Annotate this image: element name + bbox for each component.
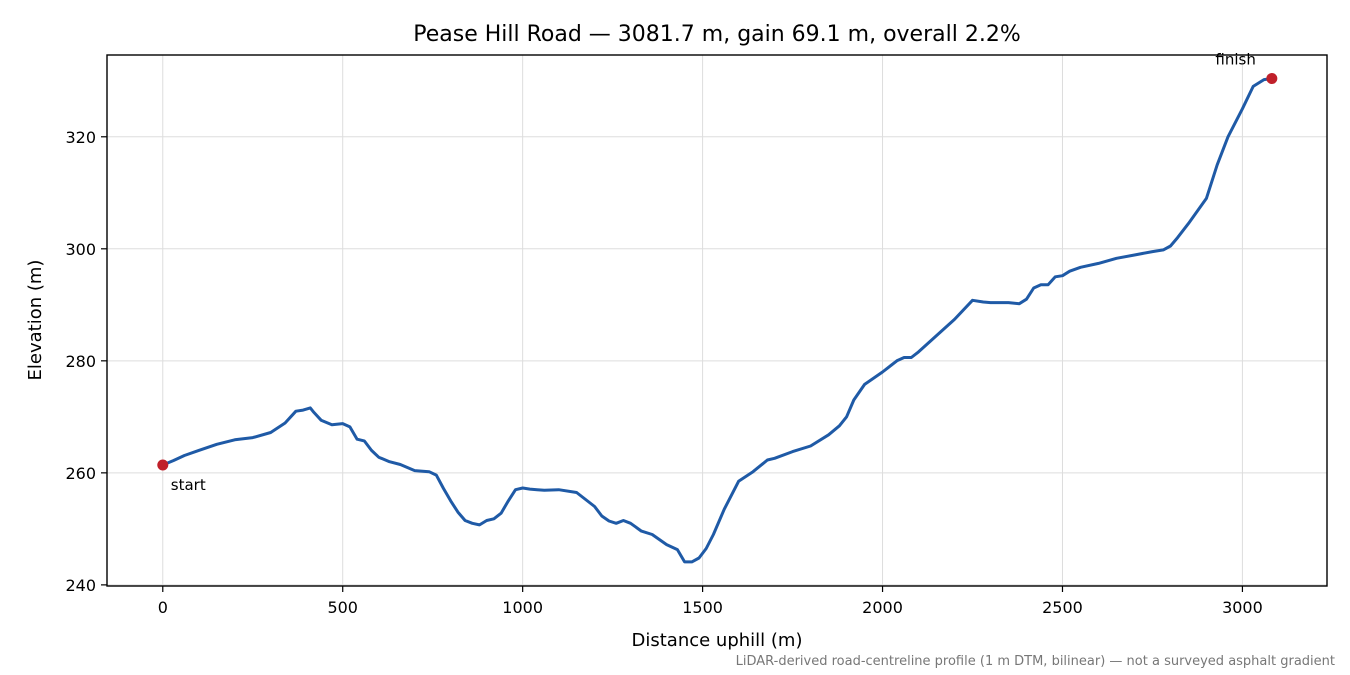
finish-label: finish xyxy=(1215,51,1255,69)
x-tick-label: 2500 xyxy=(1042,598,1083,617)
chart-title: Pease Hill Road — 3081.7 m, gain 69.1 m,… xyxy=(413,22,1020,47)
finish-marker xyxy=(1266,73,1278,85)
x-tick-label: 500 xyxy=(327,598,358,617)
y-tick-label: 320 xyxy=(65,128,96,147)
y-tick-label: 240 xyxy=(65,576,96,595)
footnote: LiDAR-derived road-centreline profile (1… xyxy=(736,654,1335,669)
y-tick-label: 300 xyxy=(65,240,96,259)
endpoint-markers: start finish xyxy=(157,51,1278,494)
plot-frame xyxy=(106,54,1328,587)
elevation-series xyxy=(161,77,1274,564)
x-tick-label: 1000 xyxy=(502,598,543,617)
grid xyxy=(107,55,1327,586)
start-marker xyxy=(157,459,169,471)
x-tick-label: 1500 xyxy=(682,598,723,617)
y-tick-label: 280 xyxy=(65,352,96,371)
x-tick-label: 0 xyxy=(158,598,168,617)
y-axis-label: Elevation (m) xyxy=(25,260,46,381)
elevation-line xyxy=(161,77,1274,564)
x-axis-ticks: 0 500 1000 1500 2000 2500 3000 xyxy=(158,586,1263,617)
y-axis-ticks: 240 260 280 300 320 xyxy=(65,128,107,595)
y-tick-label: 260 xyxy=(65,464,96,483)
x-tick-label: 3000 xyxy=(1222,598,1263,617)
x-axis-label: Distance uphill (m) xyxy=(632,630,803,651)
x-tick-label: 2000 xyxy=(862,598,903,617)
start-label: start xyxy=(171,476,206,494)
